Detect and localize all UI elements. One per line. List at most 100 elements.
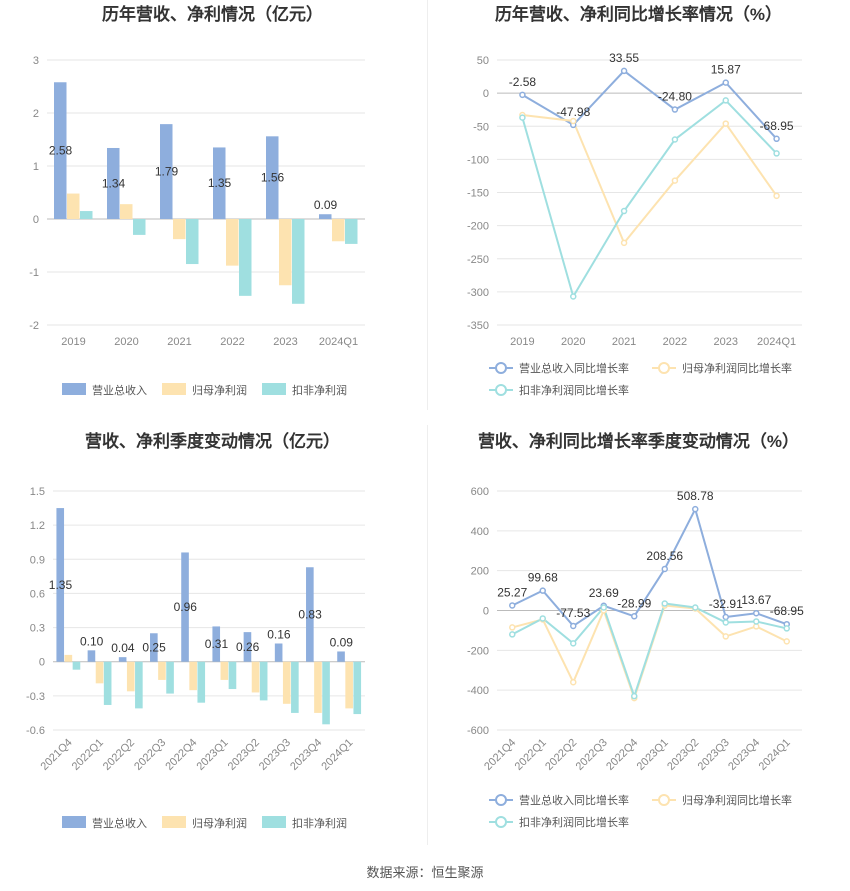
data-point: [570, 622, 577, 630]
y-tick-label: -300: [467, 287, 489, 299]
bar: [67, 193, 80, 219]
y-tick-label: 1: [33, 161, 39, 173]
y-tick-label: -50: [473, 121, 489, 133]
y-tick-label: -100: [467, 154, 489, 166]
data-point: [570, 678, 577, 686]
bar: [337, 651, 345, 662]
bar: [239, 219, 252, 296]
legend-label: 营业总收入: [92, 383, 147, 397]
data-label: 13.67: [741, 593, 771, 607]
x-tick-label: 2019: [510, 336, 534, 348]
bar: [166, 661, 174, 694]
data-label: 99.68: [528, 571, 558, 585]
data-point: [722, 619, 729, 626]
data-label: -24.80: [658, 90, 692, 104]
y-tick-label: -200: [467, 645, 489, 657]
data-point: [519, 91, 526, 99]
x-tick-label: 2023Q2: [665, 737, 701, 773]
legend-marker: [495, 816, 507, 828]
divider-top: [427, 0, 428, 410]
data-label: 1.79: [155, 165, 179, 179]
y-tick-label: -600: [467, 725, 489, 737]
legend-swatch: [162, 816, 186, 828]
legend-label: 归母净利润同比增长率: [682, 361, 792, 375]
data-label: 0.96: [174, 600, 198, 614]
x-tick-label: 2023Q4: [726, 737, 762, 773]
series-line: [521, 99, 778, 300]
bar: [120, 204, 133, 219]
y-tick-label: 1.5: [30, 486, 45, 498]
bar: [345, 219, 358, 244]
data-point: [773, 135, 780, 143]
bar: [251, 661, 260, 693]
data-point: [671, 106, 679, 113]
legend-label: 营业总收入同比增长率: [519, 361, 629, 375]
bar: [107, 147, 120, 219]
y-tick-label: 0.9: [30, 554, 45, 566]
data-label: 0.25: [142, 640, 166, 654]
legend-marker: [658, 794, 670, 806]
data-point: [692, 505, 699, 513]
data-point: [570, 293, 577, 300]
x-tick-label: 2021: [612, 336, 636, 348]
data-label: 0.83: [298, 607, 322, 621]
bar: [103, 661, 112, 705]
y-tick-label: -400: [467, 685, 489, 697]
series-line: [511, 602, 787, 700]
data-label: -28.99: [617, 596, 651, 610]
legend-marker: [495, 362, 507, 374]
data-point: [620, 67, 628, 75]
data-point: [722, 79, 729, 86]
x-tick-label: 2023Q3: [257, 737, 293, 773]
bar: [259, 661, 268, 701]
legend-label: 营业总收入: [92, 816, 147, 830]
legend-label: 归母净利润: [192, 383, 247, 397]
data-label: 33.55: [609, 51, 639, 65]
y-tick-label: 0.3: [30, 623, 45, 635]
data-point: [661, 600, 668, 607]
bar: [345, 661, 353, 709]
bar: [87, 650, 96, 662]
bar: [186, 219, 199, 265]
legend-label: 营业总收入同比增长率: [519, 793, 629, 807]
legend-label: 归母净利润同比增长率: [682, 793, 792, 807]
y-tick-label: 50: [477, 55, 489, 67]
data-label: 15.87: [711, 63, 741, 77]
legend-label: 扣非净利润同比增长率: [519, 815, 629, 829]
bar: [72, 661, 81, 670]
x-tick-label: 2020: [114, 336, 138, 348]
y-tick-label: 2: [33, 108, 39, 120]
data-point: [600, 604, 607, 611]
data-point: [509, 631, 516, 638]
y-tick-label: -1: [29, 267, 39, 279]
bar: [80, 211, 93, 219]
x-tick-label: 2024Q1: [319, 737, 355, 773]
x-tick-label: 2022Q4: [604, 737, 640, 773]
bar: [292, 219, 305, 304]
x-tick-label: 2023Q1: [195, 737, 231, 773]
data-point: [722, 613, 729, 621]
bar: [226, 219, 239, 266]
x-tick-label: 2021Q4: [482, 737, 518, 773]
bar: [95, 661, 104, 684]
data-label: 1.35: [49, 578, 73, 592]
bar: [243, 632, 252, 662]
bar: [189, 661, 197, 691]
chart-annual-revenue-profit-svg: 历年营收、净利情况（亿元） -2 -1 0 1 2 3 2019 2020 2021 2022 202…: [29, 4, 365, 397]
legend-label: 扣非净利润: [292, 816, 347, 830]
data-label: 25.27: [497, 585, 527, 599]
y-tick-label: 0: [33, 214, 39, 226]
data-label: 23.69: [589, 586, 619, 600]
bar: [332, 219, 345, 242]
legend-swatch: [62, 383, 86, 395]
series-line: [511, 506, 788, 628]
bar: [135, 661, 143, 709]
data-label: 0.10: [80, 634, 104, 648]
data-label: -47.98: [556, 105, 590, 119]
bar: [291, 661, 299, 713]
chart-quarterly-growth-rate-svg: 营收、净利同比增长率季度变动情况（%） -600 -400 -200 0 200 400 60…: [467, 431, 804, 829]
chart-title: 历年营收、净利同比增长率情况（%）: [495, 4, 782, 24]
y-tick-label: 3: [33, 55, 39, 67]
x-tick-label: 2023Q2: [226, 737, 262, 773]
data-label: 1.56: [261, 171, 285, 185]
